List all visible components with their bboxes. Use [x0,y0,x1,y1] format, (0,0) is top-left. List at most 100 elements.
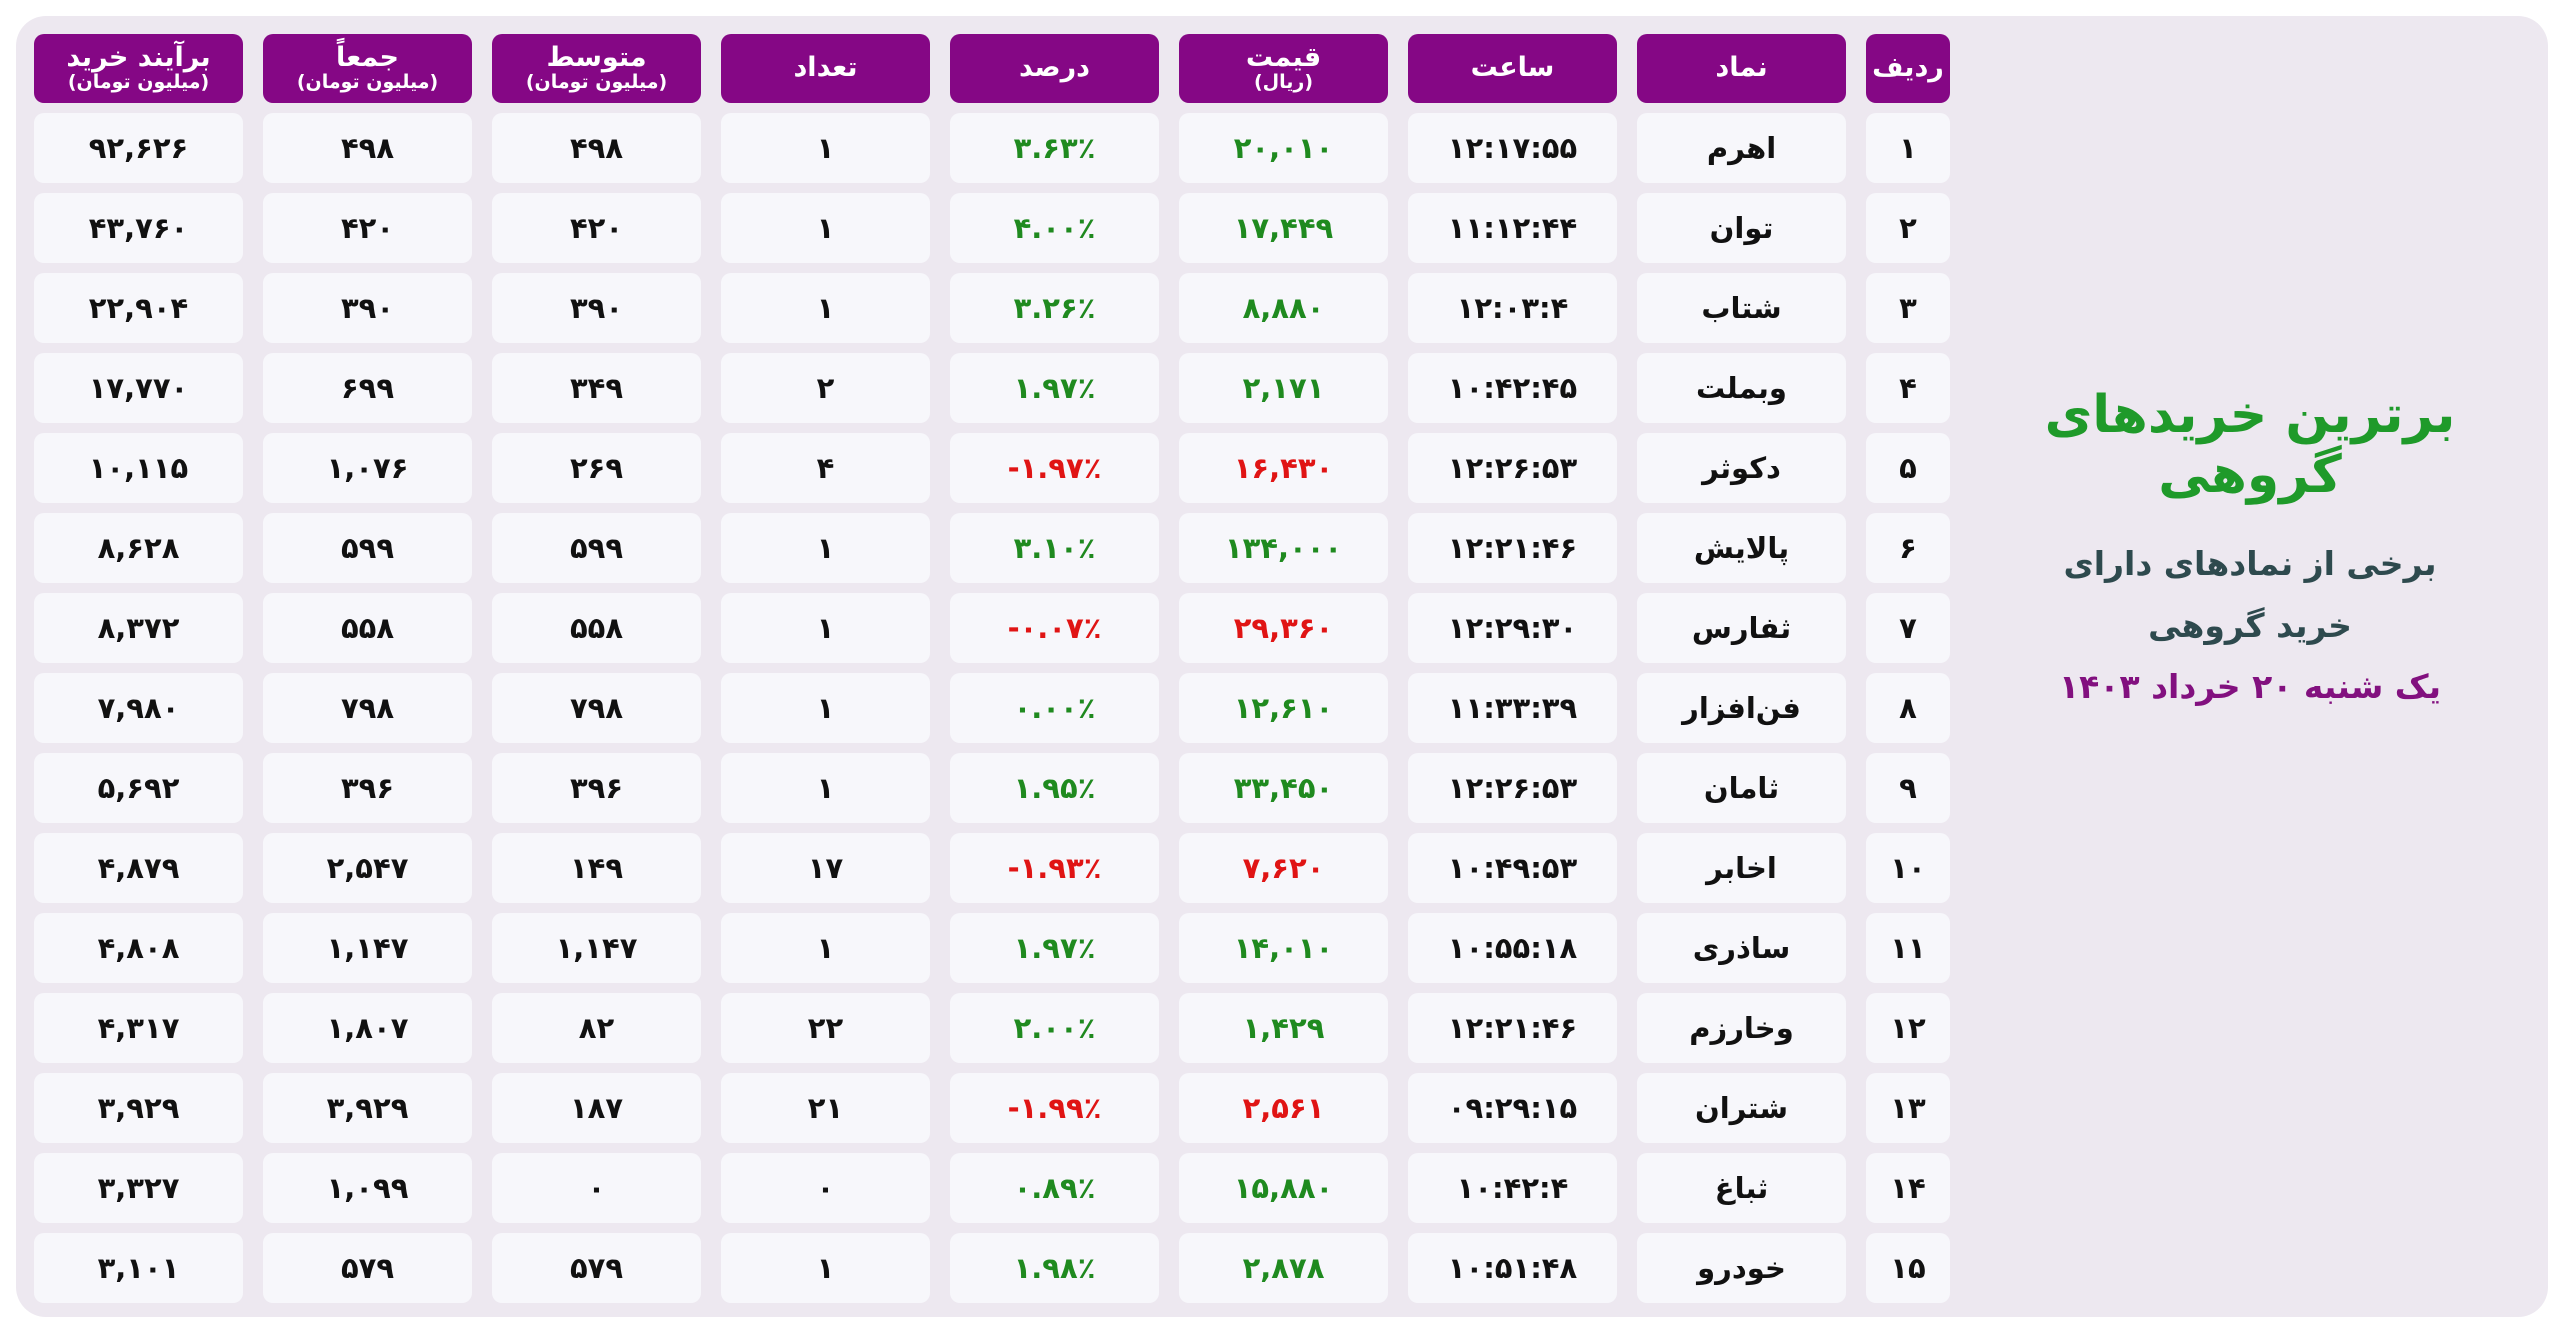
table-cell: ۷۹۸ [263,673,472,743]
table-cell: ۳.۲۶٪ [950,273,1159,343]
table-cell: ۴.۰۰٪ [950,193,1159,263]
table-cell: ۵۹۹ [492,513,701,583]
table-cell: ۸ [1866,673,1950,743]
table-cell: ۱,۰۷۶ [263,433,472,503]
table-cell: ۰.۸۹٪ [950,1153,1159,1223]
table-cell: ۱۵,۸۸۰ [1179,1153,1388,1223]
table-cell: ۱۲ [1866,993,1950,1063]
table-cell: ۷,۶۲۰ [1179,833,1388,903]
header-label: نماد [1715,52,1768,84]
table-cell: خودرو [1637,1233,1846,1303]
table-cell: وبملت [1637,353,1846,423]
table-cell: ۷ [1866,593,1950,663]
table-cell: ۱۴ [1866,1153,1950,1223]
header-label: جمعاً [336,42,399,74]
table-cell: ۵۹۹ [263,513,472,583]
table-cell: ۴۳,۷۶۰ [34,193,243,263]
column-header: جمعاً (میلیون تومان) [263,34,472,103]
table-cell: ۲,۵۴۷ [263,833,472,903]
table-cell: ۱ [721,1233,930,1303]
table-cell: ۱ [721,753,930,823]
table-cell: ۲,۵۶۱ [1179,1073,1388,1143]
table-cell: ۳,۹۲۹ [34,1073,243,1143]
column-header: متوسط (میلیون تومان) [492,34,701,103]
subtitle: خرید گروهی [2148,606,2352,645]
table-cell: ۱.۹۷٪ [950,353,1159,423]
header-label: ردیف [1872,52,1944,84]
table: ردیف نماد ساعت قیمت (ریال) درصد تعداد متوسط (میل… [34,34,1950,1303]
table-cell: -۱.۹۳٪ [950,833,1159,903]
table-cell: ۱۷,۷۷۰ [34,353,243,423]
title: برترین خریدهای گروهی [2044,385,2456,505]
table-cell: ۱۳ [1866,1073,1950,1143]
table-cell: ۴ [1866,353,1950,423]
table-cell: ۰ [492,1153,701,1223]
table-cell: ۲ [721,353,930,423]
table-cell: ۱۲:۲۱:۴۶ [1408,513,1617,583]
table-cell: ۲۲ [721,993,930,1063]
table-cell: ۵۷۹ [263,1233,472,1303]
column-header: تعداد [721,34,930,103]
table-cell: ۱۴,۰۱۰ [1179,913,1388,983]
header-unit: (میلیون تومان) [525,70,668,93]
table-cell: ثباغ [1637,1153,1846,1223]
table-cell: ۱۰:۵۱:۴۸ [1408,1233,1617,1303]
table-cell: ۱,۱۴۷ [263,913,472,983]
table-cell: ۳۹۶ [263,753,472,823]
table-cell: ۱۰:۴۹:۵۳ [1408,833,1617,903]
table-cell: ۸,۳۷۲ [34,593,243,663]
table-cell: ۱۷,۴۴۹ [1179,193,1388,263]
table-cell: ۳.۶۳٪ [950,113,1159,183]
header-label: برآیند خرید [66,42,211,74]
table-cell: ۱۴۹ [492,833,701,903]
table-cell: ثامان [1637,753,1846,823]
table-cell: ۱۲:۱۷:۵۵ [1408,113,1617,183]
table-cell: ۰ [721,1153,930,1223]
table-cell: ۱۰:۴۲:۴۵ [1408,353,1617,423]
table-cell: ۱,۱۴۷ [492,913,701,983]
table-cell: ۲۰,۰۱۰ [1179,113,1388,183]
table-cell: ۳۳,۴۵۰ [1179,753,1388,823]
table-cell: ۵۵۸ [492,593,701,663]
table-cell: ۱۱ [1866,913,1950,983]
table-cell: ۱ [721,113,930,183]
table-cell: ۸,۸۸۰ [1179,273,1388,343]
table-cell: ۱۲:۲۱:۴۶ [1408,993,1617,1063]
table-cell: ۳۹۰ [492,273,701,343]
table-cell: ۴۹۸ [263,113,472,183]
table-cell: ۱ [721,273,930,343]
table-cell: ۲.۰۰٪ [950,993,1159,1063]
header-label: تعداد [793,52,858,84]
table-cell: ۹۲,۶۲۶ [34,113,243,183]
column-header: درصد [950,34,1159,103]
table-cell: ۱ [721,593,930,663]
table-cell: -۱.۹۷٪ [950,433,1159,503]
table-cell: ۱۸۷ [492,1073,701,1143]
table-cell: ۷,۹۸۰ [34,673,243,743]
header-unit: (ریال) [1253,70,1314,93]
table-cell: ۴,۳۱۷ [34,993,243,1063]
table-cell: ۱۵ [1866,1233,1950,1303]
table-cell: ۱.۹۷٪ [950,913,1159,983]
table-cell: ۱ [721,193,930,263]
table-cell: ۱۰ [1866,833,1950,903]
table-cell: ۱.۹۸٪ [950,1233,1159,1303]
table-cell: ۱.۹۵٪ [950,753,1159,823]
table-cell: ۲۹,۳۶۰ [1179,593,1388,663]
header-label: درصد [1018,52,1091,84]
table-cell: ۱۷ [721,833,930,903]
table-cell: ۱۱:۳۳:۳۹ [1408,673,1617,743]
header-unit: (میلیون تومان) [296,70,439,93]
table-cell: ۸,۶۲۸ [34,513,243,583]
table-cell: ۱ [721,513,930,583]
table-cell: ۸۲ [492,993,701,1063]
table-cell: -۰.۰۷٪ [950,593,1159,663]
subtitle: برخی از نمادهای دارای [2063,544,2437,583]
table-cell: ۴,۸۰۸ [34,913,243,983]
table-cell: ۴,۸۷۹ [34,833,243,903]
table-cell: توان [1637,193,1846,263]
table-cell: دکوثر [1637,433,1846,503]
table-cell: فن‌افزار [1637,673,1846,743]
table-cell: ۵ [1866,433,1950,503]
